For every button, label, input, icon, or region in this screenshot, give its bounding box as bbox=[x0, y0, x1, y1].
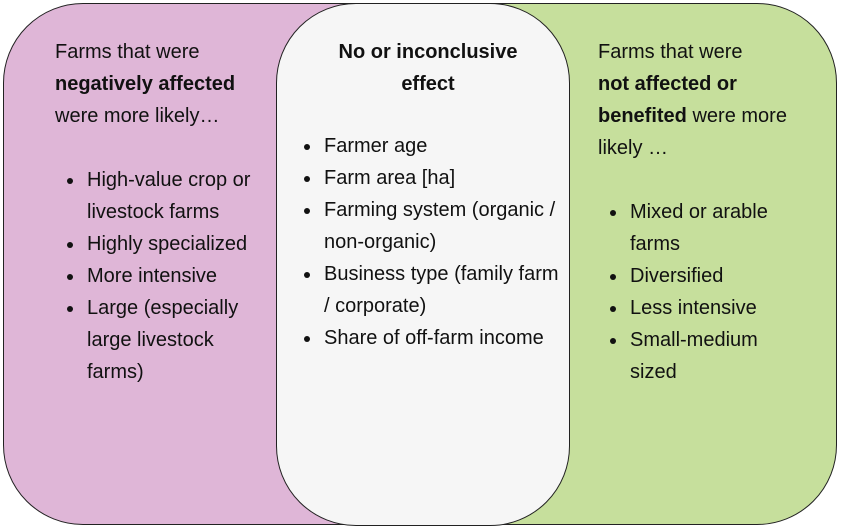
intro-bold: negatively affected bbox=[55, 73, 236, 95]
list-item: Large (especially large livestock farms) bbox=[85, 292, 270, 388]
list-item: More intensive bbox=[85, 260, 270, 292]
list-item: Diversified bbox=[628, 260, 798, 292]
right-panel: Farms that were not affected or benefited… bbox=[598, 36, 798, 388]
middle-panel: No or inconclusive effect Farmer ageFarm… bbox=[292, 36, 564, 354]
list-item: Farm area [ha] bbox=[322, 162, 564, 194]
item-list: Mixed or arable farmsDiversifiedLess int… bbox=[598, 196, 798, 388]
list-item: Highly specialized bbox=[85, 228, 270, 260]
item-list: High-value crop or livestock farmsHighly… bbox=[55, 164, 270, 388]
left-panel: Farms that were negatively affected were … bbox=[55, 36, 270, 388]
item-list: Farmer ageFarm area [ha]Farming system (… bbox=[292, 130, 564, 354]
intro-text: Farms that were bbox=[55, 41, 200, 63]
intro: Farms that were not affected or benefited… bbox=[598, 36, 798, 164]
intro-text: were more likely … bbox=[598, 105, 787, 159]
intro-bold: not affected or benefited bbox=[598, 73, 737, 127]
list-item: Less intensive bbox=[628, 292, 798, 324]
list-item: Business type (family farm / corporate) bbox=[322, 258, 564, 322]
list-item: Mixed or arable farms bbox=[628, 196, 798, 260]
middle-box bbox=[276, 3, 570, 526]
list-item: Share of off-farm income bbox=[322, 322, 564, 354]
intro: Farms that were negatively affected were … bbox=[55, 36, 270, 132]
intro-text: Farms that were bbox=[598, 41, 743, 63]
list-item: Farmer age bbox=[322, 130, 564, 162]
list-item: High-value crop or livestock farms bbox=[85, 164, 270, 228]
list-item: Small-medium sized bbox=[628, 324, 798, 388]
panel-title: No or inconclusive effect bbox=[338, 41, 518, 95]
intro-text: were more likely… bbox=[55, 105, 220, 127]
list-item: Farming system (organic / non-organic) bbox=[322, 194, 564, 258]
